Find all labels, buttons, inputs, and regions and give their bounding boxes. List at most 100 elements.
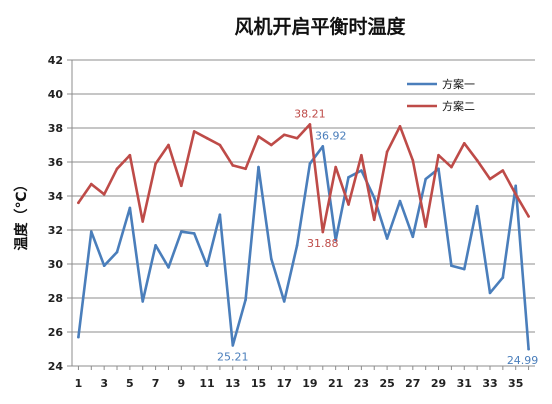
series-1-point	[398, 199, 402, 203]
series-2-point	[244, 167, 247, 171]
series-2-point	[385, 150, 389, 154]
series-1-point	[372, 196, 376, 199]
series-1-point	[128, 206, 132, 210]
series-2-point	[270, 143, 273, 147]
series-1-point	[102, 264, 106, 268]
series-lines	[77, 123, 530, 351]
series-2-point	[295, 136, 299, 140]
series-2-point	[450, 165, 453, 169]
y-axis-label: 温度（℃）	[13, 178, 30, 251]
series-1-point	[295, 244, 299, 247]
y-tick-label: 24	[48, 360, 64, 373]
series-2-point	[347, 203, 350, 206]
x-tick-label: 15	[251, 377, 266, 390]
series-2-point	[321, 230, 325, 234]
series-2-point	[514, 193, 518, 196]
series-1-point	[514, 184, 518, 188]
chart-title: 风机开启平衡时温度	[234, 15, 406, 38]
series-2-point	[167, 143, 170, 147]
series-2-point	[205, 136, 209, 140]
x-tick-label: 17	[277, 377, 292, 390]
x-tick-label: 29	[431, 377, 446, 390]
series-2-point	[398, 125, 402, 128]
x-tick-label: 31	[457, 377, 472, 390]
series-2-point	[231, 164, 235, 167]
series-1-point	[527, 347, 530, 351]
series-2-point	[372, 218, 376, 222]
series-2-point	[77, 201, 80, 205]
series-1-point	[205, 264, 209, 268]
data-annotations: 38.21 36.92 31.88 25.21 24.99	[217, 107, 538, 367]
x-tick-label: 11	[199, 377, 214, 390]
series-1-point	[321, 145, 325, 148]
series-line-1	[77, 145, 530, 351]
data-label: 25.21	[217, 350, 249, 363]
series-1-point	[462, 267, 466, 271]
x-tick-label: 5	[126, 377, 134, 390]
series-2-point	[115, 167, 119, 171]
series-2-point	[128, 153, 132, 157]
series-2-point	[411, 159, 415, 162]
series-1-point	[450, 264, 453, 268]
series-1-point	[308, 162, 312, 165]
data-label: 24.99	[507, 354, 539, 367]
y-tick-label: 26	[48, 326, 64, 339]
series-1-point	[437, 167, 440, 171]
series-1-point	[360, 169, 363, 172]
x-tick-label: 23	[354, 377, 369, 390]
series-1-point	[231, 344, 235, 347]
x-tick-label: 35	[508, 377, 523, 390]
series-1-point	[154, 244, 157, 247]
series-1-point	[411, 235, 415, 239]
data-label: 38.21	[294, 107, 326, 120]
series-1-point	[488, 291, 492, 295]
x-tick-label: 33	[482, 377, 497, 390]
series-2-point	[154, 162, 157, 165]
series-1-point	[89, 230, 93, 233]
y-tick-label: 36	[48, 156, 64, 169]
series-1-point	[180, 230, 183, 233]
axes	[67, 59, 535, 370]
series-1-point	[141, 300, 145, 303]
y-tick-labels: 24 26 28 30 32 34 36 38 40 42	[48, 54, 64, 373]
x-tick-label: 21	[328, 377, 343, 390]
legend-label-1: 方案一	[442, 77, 475, 91]
series-1-point	[385, 237, 389, 240]
series-2-point	[180, 184, 183, 188]
series-1-point	[257, 165, 260, 169]
y-tick-label: 28	[48, 292, 63, 305]
series-line-2	[77, 123, 530, 234]
series-2-point	[475, 159, 479, 162]
series-1-point	[192, 232, 196, 235]
series-2-point	[424, 225, 427, 228]
series-1-point	[270, 257, 273, 261]
y-tick-label: 32	[48, 224, 63, 237]
x-tick-label: 27	[405, 377, 420, 390]
series-1-point	[77, 335, 80, 339]
series-1-point	[347, 176, 350, 179]
series-1-point	[475, 204, 479, 208]
series-2-point	[437, 153, 440, 157]
legend-label-2: 方案二	[442, 99, 475, 113]
series-1-point	[501, 276, 505, 279]
x-tick-label: 19	[302, 377, 317, 390]
series-1-point	[282, 300, 286, 303]
x-tick-label: 13	[225, 377, 240, 390]
x-tick-label: 9	[177, 377, 185, 390]
series-2-point	[218, 143, 222, 147]
x-tick-label: 3	[100, 377, 108, 390]
series-1-point	[334, 238, 337, 242]
data-label: 36.92	[315, 129, 347, 142]
series-2-point	[192, 130, 196, 133]
series-2-point	[308, 123, 312, 126]
y-tick-label: 30	[48, 258, 64, 271]
series-2-point	[282, 133, 286, 137]
series-2-point	[102, 193, 106, 196]
series-1-point	[424, 177, 427, 181]
series-1-point	[244, 298, 247, 302]
y-tick-label: 40	[48, 88, 64, 101]
y-tick-label: 42	[48, 54, 63, 67]
